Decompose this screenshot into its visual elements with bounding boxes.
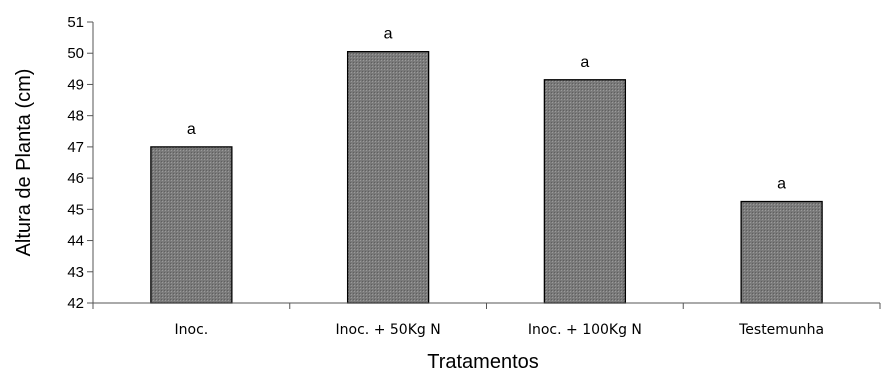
x-tick-label: Inoc. + 100Kg N (528, 322, 642, 338)
y-tick-label: 44 (67, 233, 84, 250)
bar-data-label: a (777, 176, 786, 193)
bar (740, 200, 823, 304)
y-axis-ticks: 42 43 44 45 46 47 48 49 50 51 (67, 14, 93, 312)
y-axis-title: Altura de Planta (cm) (13, 69, 35, 257)
y-tick-label: 47 (67, 139, 84, 156)
x-tick-label: Testemunha (738, 322, 824, 338)
y-tick-label: 49 (67, 76, 84, 93)
bar-data-label: a (384, 26, 393, 43)
y-tick-label: 50 (67, 45, 84, 62)
bars: a a a a (150, 26, 823, 304)
y-tick-label: 46 (67, 170, 84, 187)
bar (543, 79, 627, 304)
x-axis-title: Tratamentos (427, 351, 539, 373)
bar-data-label: a (580, 54, 589, 71)
y-tick-label: 48 (67, 108, 84, 125)
bar-data-label: a (187, 121, 196, 138)
bar (150, 146, 233, 304)
y-tick-label: 43 (67, 264, 84, 281)
x-tick-label: Inoc. + 50Kg N (336, 322, 441, 338)
x-tick-label: Inoc. (175, 322, 209, 338)
bar (346, 51, 430, 304)
y-tick-label: 42 (67, 295, 84, 312)
x-axis-ticks: Inoc. Inoc. + 50Kg N Inoc. + 100Kg N Testem… (92, 303, 881, 338)
y-tick-label: 45 (67, 201, 84, 218)
y-tick-label: 51 (67, 14, 84, 31)
